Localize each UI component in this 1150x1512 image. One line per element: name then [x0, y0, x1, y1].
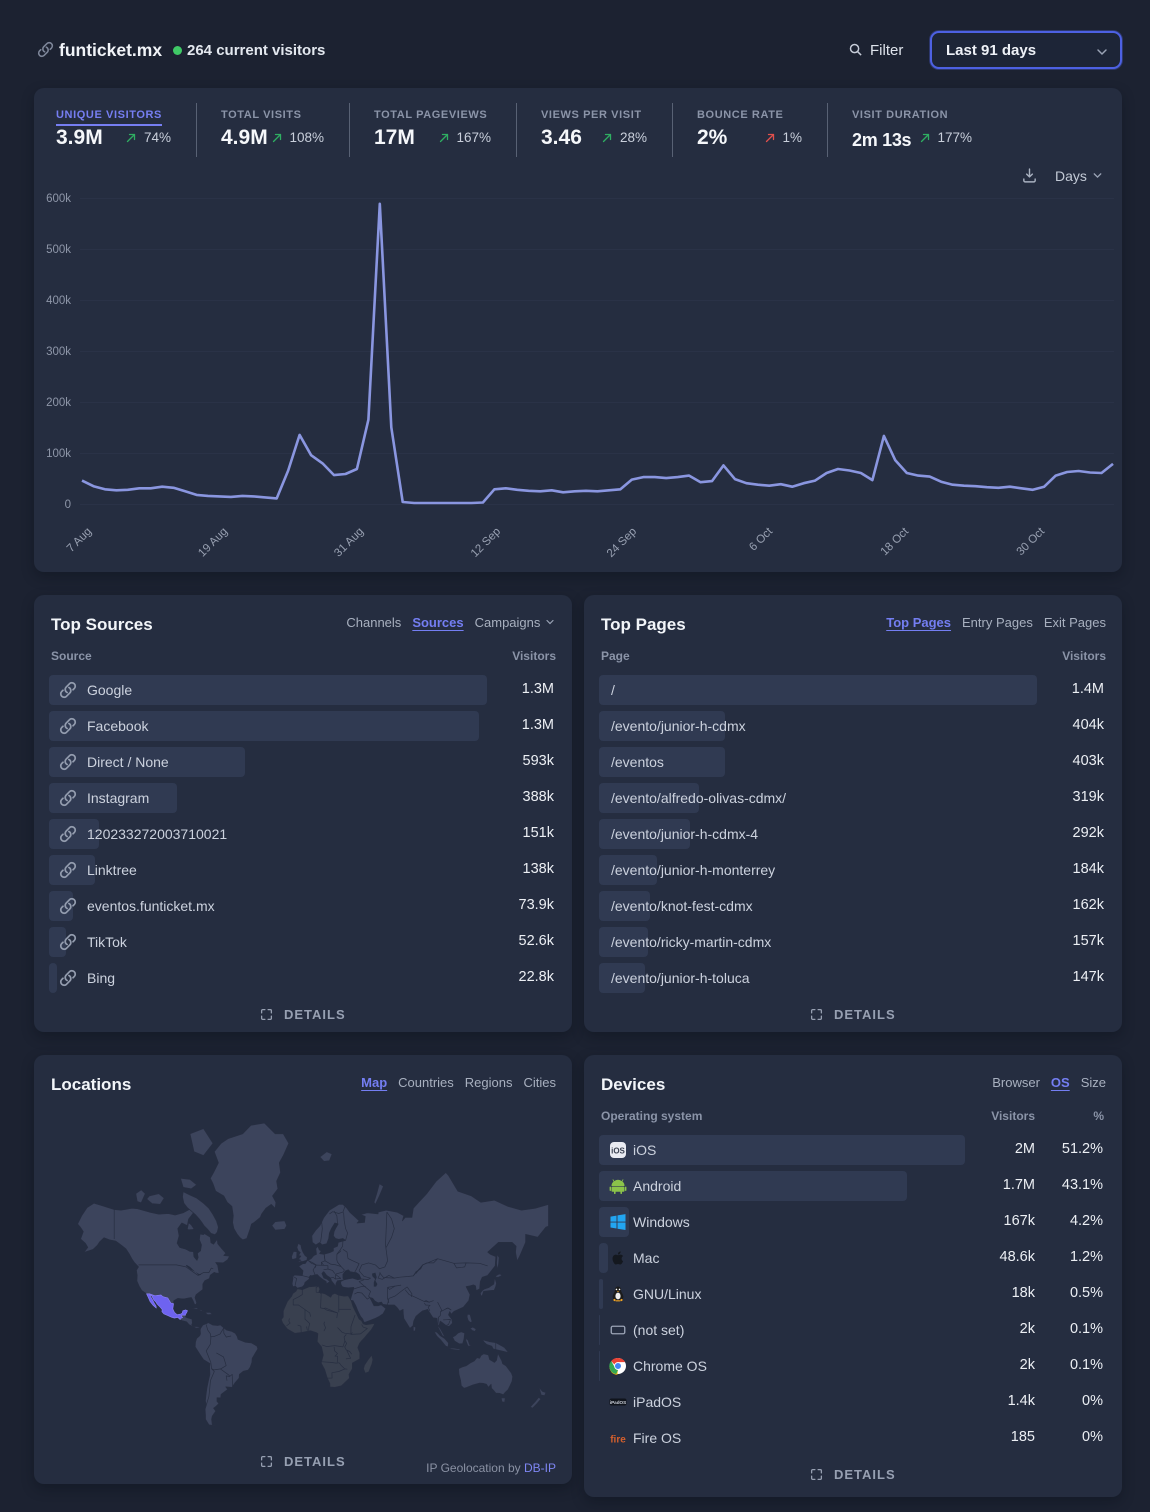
svg-text:24 Sep: 24 Sep: [605, 526, 639, 560]
svg-text:18 Oct: 18 Oct: [879, 525, 912, 558]
svg-text:600k: 600k: [46, 193, 71, 205]
svg-text:0: 0: [65, 499, 71, 511]
svg-text:iOS: iOS: [611, 1147, 625, 1156]
svg-text:fire: fire: [610, 1435, 626, 1446]
svg-text:19 Aug: 19 Aug: [196, 526, 230, 560]
svg-text:300k: 300k: [46, 346, 71, 358]
svg-text:iPadOS: iPadOS: [610, 1400, 626, 1405]
svg-text:31 Aug: 31 Aug: [332, 526, 366, 560]
svg-text:6 Oct: 6 Oct: [747, 525, 775, 553]
svg-text:500k: 500k: [46, 244, 71, 256]
svg-text:7 Aug: 7 Aug: [65, 526, 94, 555]
svg-text:200k: 200k: [46, 397, 71, 409]
svg-text:12 Sep: 12 Sep: [469, 526, 503, 560]
svg-text:100k: 100k: [46, 448, 71, 460]
svg-text:400k: 400k: [46, 295, 71, 307]
svg-text:30 Oct: 30 Oct: [1015, 525, 1048, 558]
